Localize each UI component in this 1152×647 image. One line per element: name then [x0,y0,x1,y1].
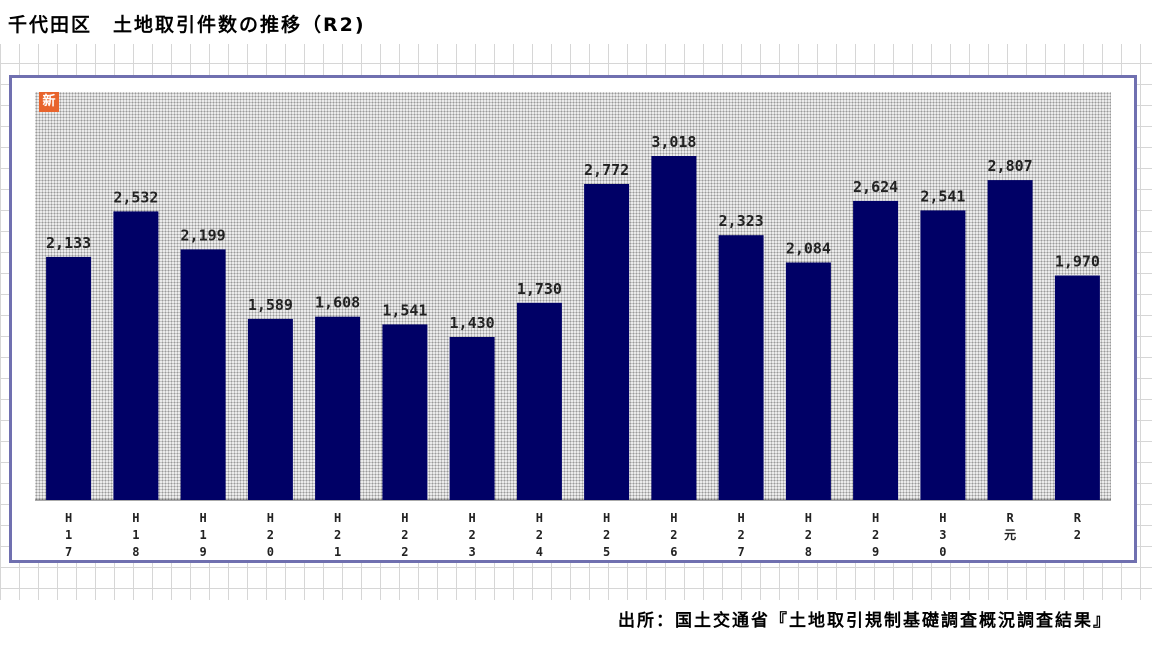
x-tick-label: 1 [334,545,341,559]
x-tick-label: H [267,511,274,525]
title-bar [0,0,1152,44]
x-tick-label: 2 [603,528,610,542]
x-tick-label: 2 [1074,528,1081,542]
source-bar [0,600,1152,647]
x-tick-label: H [334,511,341,525]
x-tick-label: H [805,511,812,525]
data-label: 2,807 [988,157,1033,175]
x-tick-label: H [737,511,744,525]
data-label: 1,541 [382,301,427,319]
x-tick-label: 2 [401,528,408,542]
x-tick-label: 7 [65,545,72,559]
bar-H17 [46,256,92,500]
x-tick-label: H [670,511,677,525]
x-tick-label: 2 [536,528,543,542]
x-tick-label: H [603,511,610,525]
data-label: 1,589 [248,296,293,314]
bar-H20 [247,318,293,500]
x-tick-label: 9 [872,545,879,559]
data-label: 2,624 [853,178,898,196]
bar-H23 [449,337,495,500]
data-label: 2,199 [181,226,226,244]
x-tick-label: H [65,511,72,525]
chart-frame: 新 2,133 H 1 7 2,532 H 1 8 2,199 H 1 9 1,589 H 2 0 1,608 H… [9,75,1137,563]
data-label: 1,430 [450,314,495,332]
x-tick-label: 元 [1004,528,1016,542]
x-tick-label: 0 [267,545,274,559]
x-tick-label: R [1074,511,1082,525]
bar-H19 [180,249,226,500]
data-label: 2,323 [719,212,764,230]
x-tick-label: 7 [737,545,744,559]
x-tick-label: 4 [536,545,543,559]
x-tick-label: 8 [132,545,139,559]
x-tick-label: H [199,511,206,525]
x-tick-label: 2 [267,528,274,542]
x-tick-label: 2 [468,528,475,542]
bar-H27 [718,235,764,500]
x-tick-label: 1 [65,528,72,542]
bar-H29 [853,200,899,500]
x-tick-label: H [401,511,408,525]
x-tick-label: 2 [737,528,744,542]
data-label: 2,532 [113,188,158,206]
x-tick-label: R [1006,511,1014,525]
data-label: 1,970 [1055,253,1100,271]
x-tick-label: 2 [872,528,879,542]
x-tick-label: H [939,511,946,525]
data-label: 1,730 [517,280,562,298]
x-tick-label: 8 [805,545,812,559]
data-label: 1,608 [315,294,360,312]
bar-chart: 2,133 H 1 7 2,532 H 1 8 2,199 H 1 9 1,589 H 2 0 1,608 H 2 1… [35,133,1111,559]
x-tick-label: 2 [805,528,812,542]
bar-H28 [785,262,831,500]
x-tick-label: 6 [670,545,677,559]
x-tick-label: 9 [199,545,206,559]
x-tick-label: 1 [199,528,206,542]
x-tick-label: 2 [401,545,408,559]
x-tick-label: H [468,511,475,525]
new-badge: 新 [39,92,59,112]
x-tick-label: 3 [468,545,475,559]
bar-H21 [315,316,361,500]
bar-H22 [382,324,428,500]
data-label: 2,133 [46,234,91,252]
data-label: 2,084 [786,240,831,258]
data-label: 2,772 [584,161,629,179]
x-tick-label: 2 [670,528,677,542]
data-label: 2,541 [920,187,965,205]
bar-R元 [987,180,1033,500]
x-tick-label: 0 [939,545,946,559]
data-label: 3,018 [651,133,696,151]
chart-title: 千代田区 土地取引件数の推移（R2) [8,14,366,36]
bar-R2 [1054,275,1100,500]
x-tick-label: 1 [132,528,139,542]
bar-H30 [920,210,966,500]
bar-H18 [113,211,159,500]
x-tick-label: H [536,511,543,525]
x-tick-label: 5 [603,545,610,559]
x-tick-label: 2 [334,528,341,542]
source-note: 出所：国土交通省『土地取引規制基礎調査概況調査結果』 [618,611,1112,631]
x-tick-label: H [872,511,879,525]
x-tick-label: H [132,511,139,525]
bar-H25 [584,184,630,500]
bar-H24 [516,302,562,500]
x-tick-label: 3 [939,528,946,542]
bar-H26 [651,156,697,500]
